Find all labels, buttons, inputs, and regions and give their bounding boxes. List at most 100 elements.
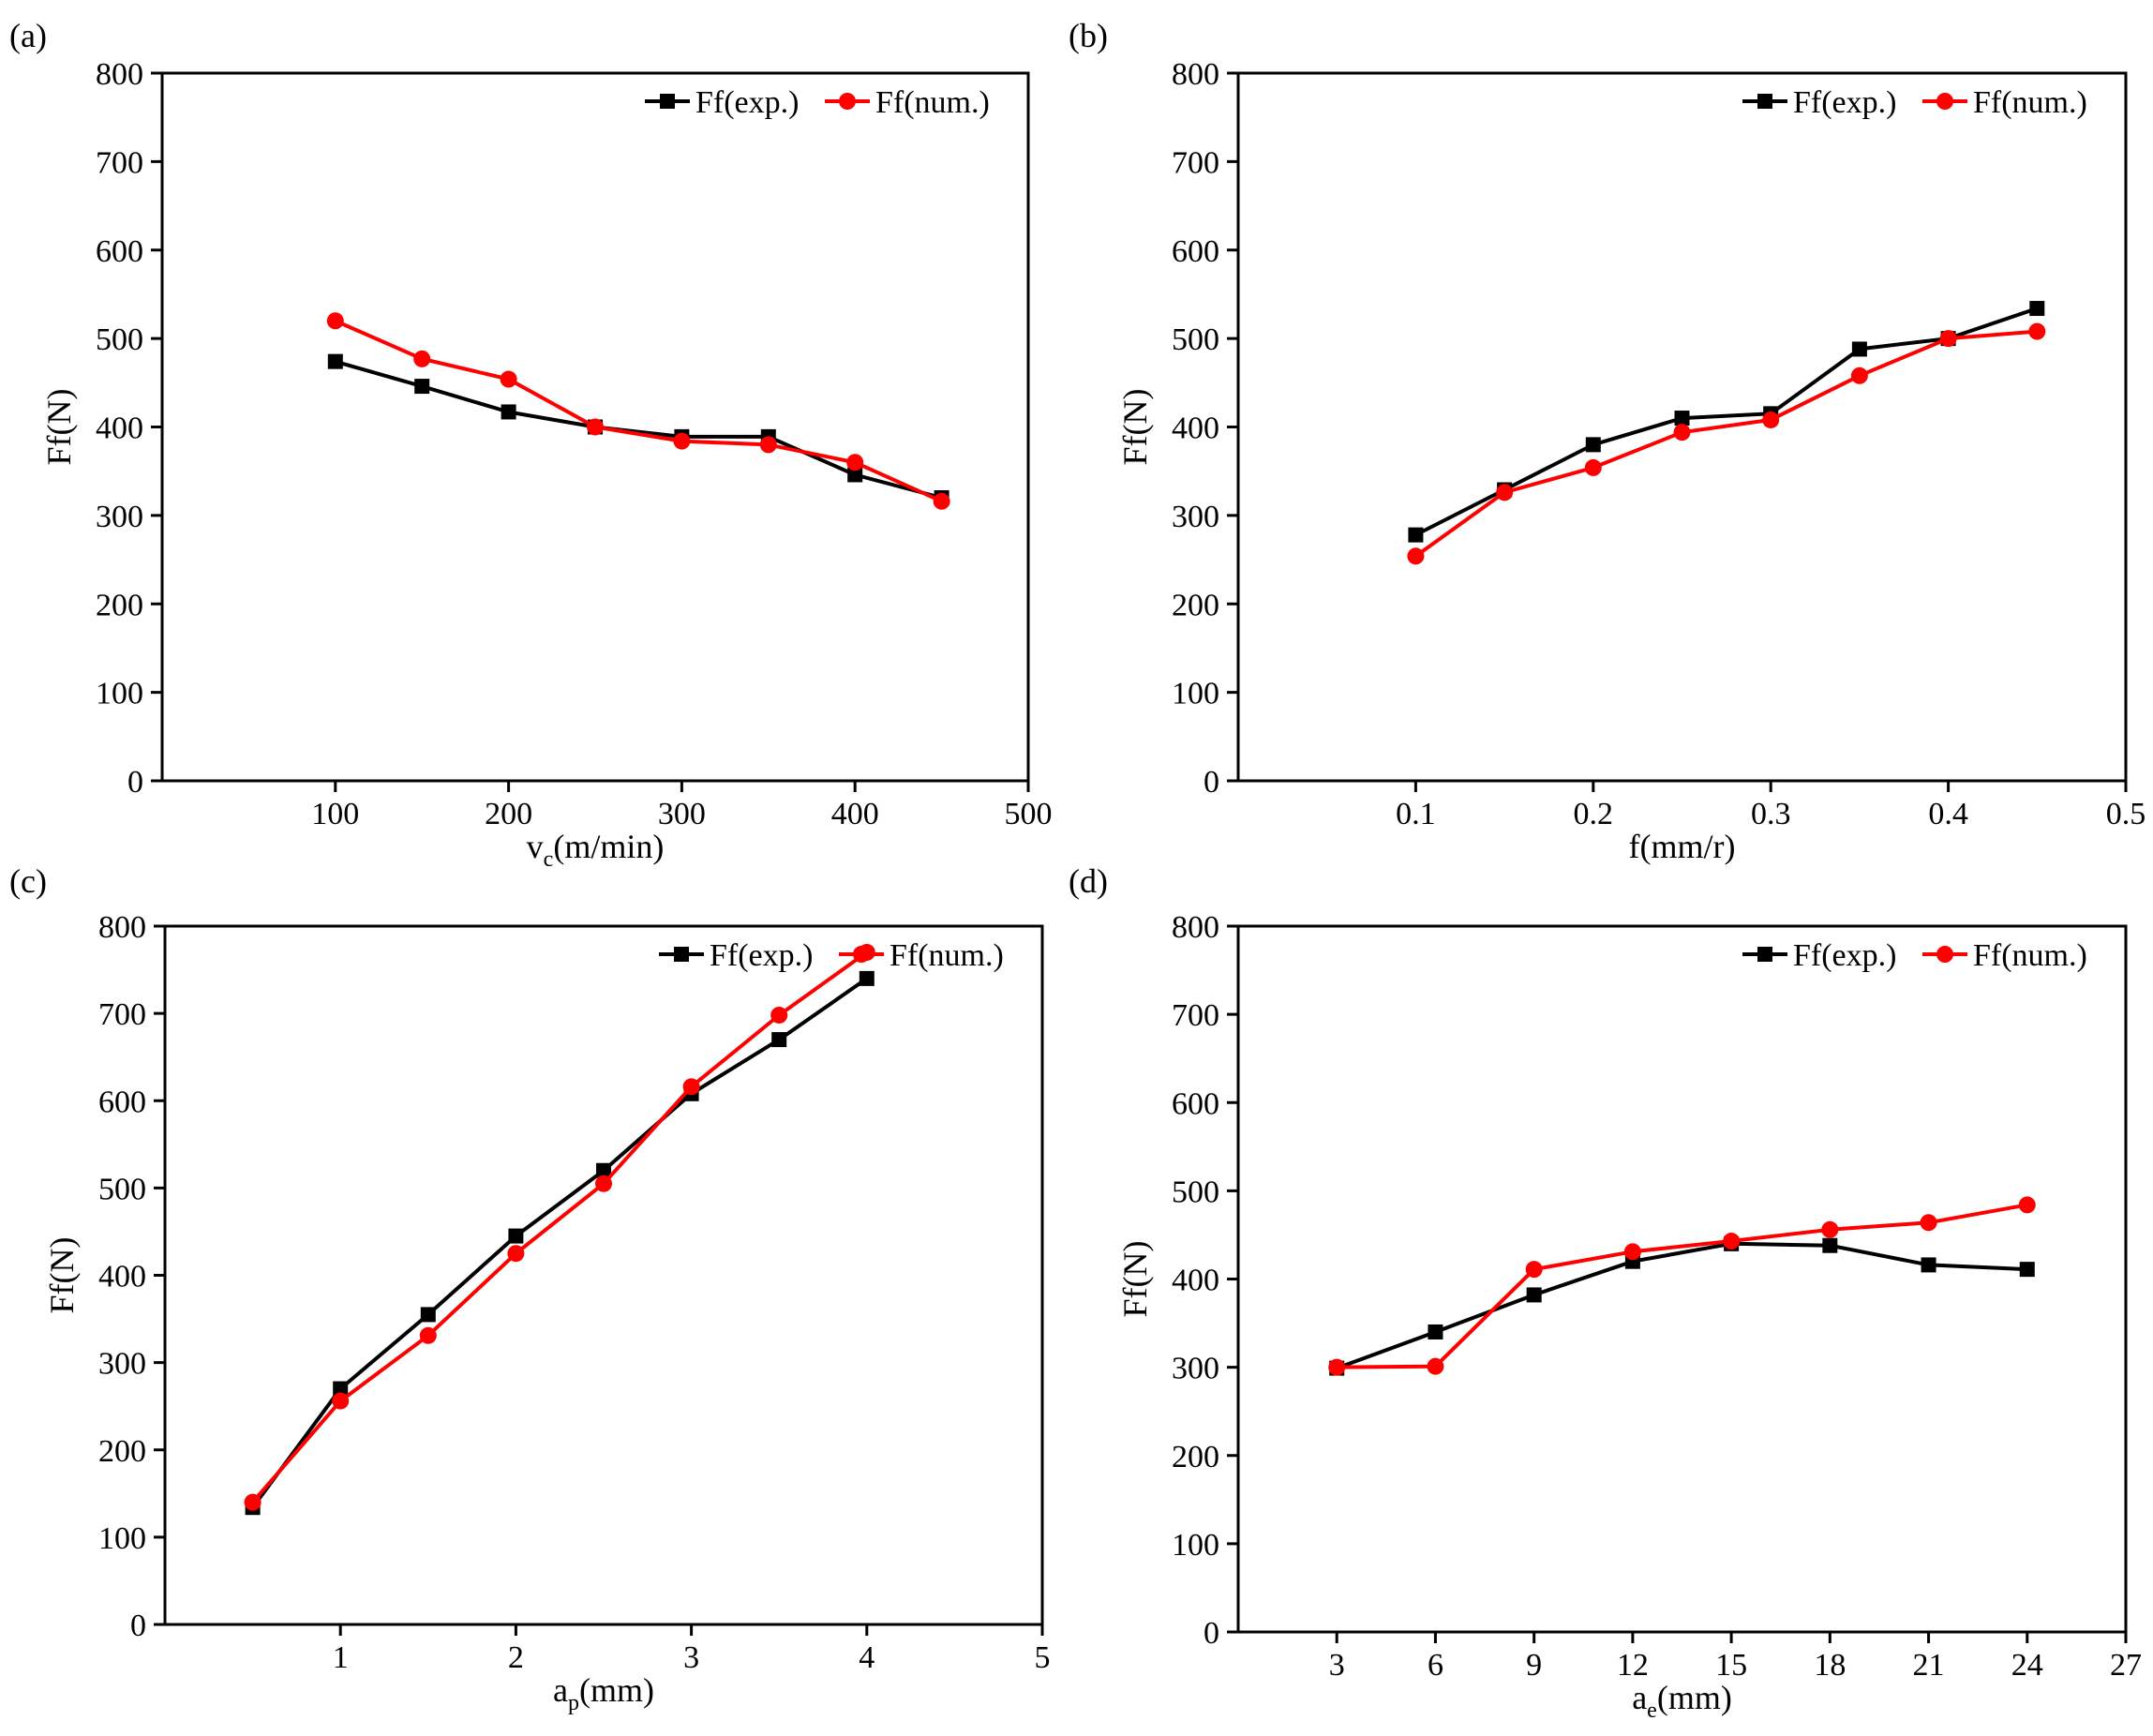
data-point [413,350,431,367]
legend-entry-num: Ff(num.) [839,938,1004,973]
x-tick-label: 100 [311,797,359,831]
legend-marker [660,94,675,109]
y-tick-label: 400 [98,1260,146,1295]
series-line [1414,329,2038,558]
legend-marker [674,947,689,962]
y-axis-title: Ff(N) [43,1237,81,1314]
y-tick-label: 500 [96,322,143,357]
panel-label: (d) [1069,862,1108,900]
plot-frame [1236,924,2128,1634]
data-point [673,432,691,450]
legend-entry-num: Ff(num.) [1922,938,2087,973]
legend-marker [1757,94,1772,109]
legend-entry-exp: Ff(exp.) [1742,85,1896,120]
data-point [508,1228,524,1244]
y-tick-label: 300 [1172,500,1219,534]
x-axis-title-main: f(mm/r) [1629,828,1736,865]
y-tick-label: 300 [98,1347,146,1382]
x-tick-label: 18 [1814,1648,1846,1683]
x-tick-label: 4 [859,1640,875,1675]
data-point [414,379,430,395]
y-tick-label: 0 [1204,765,1219,800]
legend-label: Ff(exp.) [695,85,799,120]
y-tick-label: 200 [1172,1440,1219,1474]
y-axis-title: Ff(N) [40,389,78,466]
x-tick-label: 0.1 [1396,797,1436,831]
legend: Ff(exp.) Ff(num.) [659,938,1004,973]
x-tick-label: 2 [508,1640,524,1675]
chart-panel-c: (c) 0 100 200 300 400 500 600 700 800 1 2 3 4 5 ap(mm) F… [9,862,1051,1715]
y-tick-label: 300 [96,500,143,534]
legend-label: Ff(num.) [1973,938,2087,973]
x-tick-label: 24 [2011,1648,2043,1683]
x-tick-label: 300 [658,797,706,831]
data-point [420,1307,436,1323]
legend-label: Ff(exp.) [1793,938,1896,973]
data-point [1623,1243,1641,1261]
chart-panel-a: (a) 0 100 200 300 400 500 600 700 800 100 200 300 400… [9,17,1053,872]
legend: Ff(exp.) Ff(num.) [645,85,990,120]
x-tick-label: 27 [2110,1648,2142,1683]
x-axis-title-subscript: p [568,1691,579,1715]
data-point [244,1493,262,1511]
y-axis-title: Ff(N) [1116,389,1154,466]
legend-marker [839,93,856,110]
y-tick-label: 800 [1172,57,1219,92]
data-point [1851,341,1867,357]
chart-panel-b: (b) 0 100 200 300 400 500 600 700 800 0.1 0.2 0.3 0.4… [1069,17,2146,865]
x-tick-label: 15 [1715,1648,1747,1683]
data-point [846,454,864,471]
series-line [1414,307,2038,537]
data-point [859,970,875,986]
data-point [759,436,777,454]
legend: Ff(exp.) Ff(num.) [1742,938,2087,973]
data-point [326,312,344,330]
x-tick-label: 5 [1035,1640,1051,1675]
y-tick-label: 300 [1172,1352,1219,1386]
data-point [327,353,343,369]
data-point [2028,322,2046,340]
data-point [1822,1237,1838,1253]
data-point [770,1006,788,1024]
x-tick-label: 12 [1617,1648,1649,1683]
data-point [1821,1220,1839,1238]
x-tick-label: 1 [333,1640,349,1675]
legend-marker [853,946,870,963]
x-axis-title: vc(m/min) [527,828,665,872]
y-tick-label: 700 [96,145,143,180]
legend-entry-num: Ff(num.) [1922,85,2087,120]
x-axis-title: ap(mm) [553,1671,654,1715]
series-exp [327,353,949,505]
legend-label: Ff(num.) [890,938,1004,973]
series-num [1328,1196,2036,1376]
data-point [1584,458,1602,476]
y-tick-label: 200 [98,1434,146,1469]
series-line [334,319,943,503]
y-tick-label: 0 [130,1609,146,1643]
x-tick-label: 500 [1005,797,1053,831]
y-tick-label: 400 [96,412,143,446]
data-point [587,418,604,436]
data-point [1762,411,1780,428]
x-tick-label: 400 [831,797,879,831]
series-line [1337,1203,2028,1369]
data-point [933,492,950,510]
panel-label: (b) [1069,17,1108,54]
series-line [335,359,943,500]
data-point [333,1381,349,1397]
x-tick-label: 0.5 [2106,797,2146,831]
data-point [1407,547,1425,565]
x-tick-label: 21 [1913,1648,1945,1683]
series-line [251,950,868,1504]
y-tick-label: 700 [1172,998,1219,1033]
legend-entry-exp: Ff(exp.) [645,85,799,120]
plot-frame [163,924,1044,1626]
x-axis-title-subscript: c [544,847,554,872]
legend-label: Ff(exp.) [710,938,813,973]
data-point [1496,484,1514,501]
data-point [1920,1214,1937,1232]
panel-label: (c) [9,862,47,900]
y-tick-label: 600 [1172,234,1219,269]
series-line [250,977,868,1509]
series-exp [1329,1235,2035,1376]
